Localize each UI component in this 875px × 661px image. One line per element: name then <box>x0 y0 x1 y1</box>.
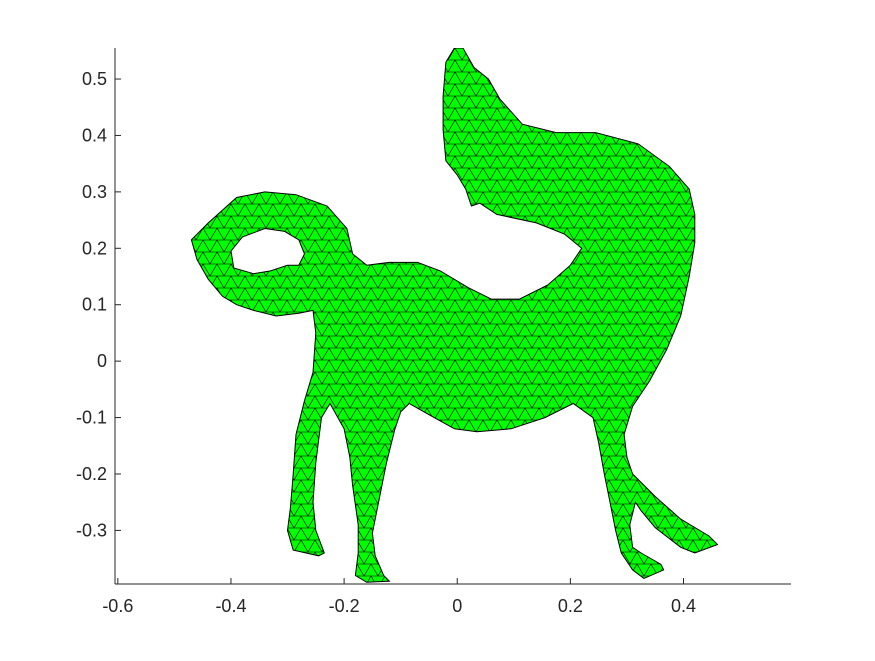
y-tick-label: 0.4 <box>82 125 107 145</box>
x-tick-label: -0.2 <box>329 596 360 616</box>
x-tick-label: 0 <box>452 596 462 616</box>
y-ticks: 0.5 0.4 0.3 0.2 0.1 0 -0.1 -0.2 -0.3 <box>76 69 121 540</box>
axes: -0.6 -0.4 -0.2 0 0.2 0.4 0.5 0.4 0.3 0.2 0.1 0 -0.1… <box>76 48 791 616</box>
y-tick-label: 0.3 <box>82 182 107 202</box>
y-tick-label: 0 <box>97 351 107 371</box>
mesh-layer <box>190 48 719 583</box>
x-tick-label: -0.4 <box>215 596 246 616</box>
y-tick-label: 0.2 <box>82 238 107 258</box>
y-tick-label: -0.1 <box>76 408 107 428</box>
y-tick-label: -0.2 <box>76 464 107 484</box>
x-ticks: -0.6 -0.4 -0.2 0 0.2 0.4 <box>102 578 696 616</box>
x-tick-label: -0.6 <box>102 596 133 616</box>
x-tick-label: 0.2 <box>558 596 583 616</box>
y-tick-label: -0.3 <box>76 520 107 540</box>
horse-mesh <box>190 48 719 583</box>
y-tick-label: 0.1 <box>82 295 107 315</box>
x-tick-label: 0.4 <box>671 596 696 616</box>
y-tick-label: 0.5 <box>82 69 107 89</box>
